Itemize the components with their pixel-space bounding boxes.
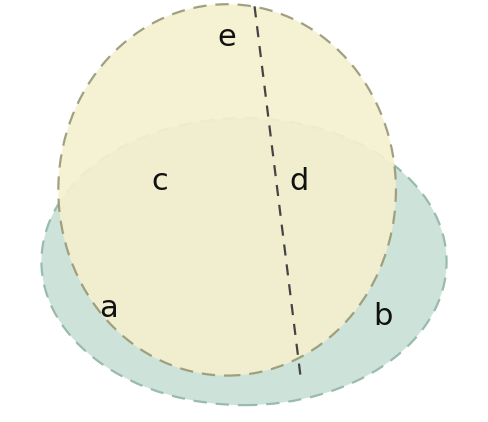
Ellipse shape [41, 118, 447, 405]
Ellipse shape [59, 4, 396, 376]
Text: e: e [218, 24, 237, 52]
Text: d: d [289, 167, 308, 196]
Text: b: b [374, 302, 393, 331]
Text: a: a [100, 294, 118, 322]
Text: c: c [151, 167, 168, 196]
